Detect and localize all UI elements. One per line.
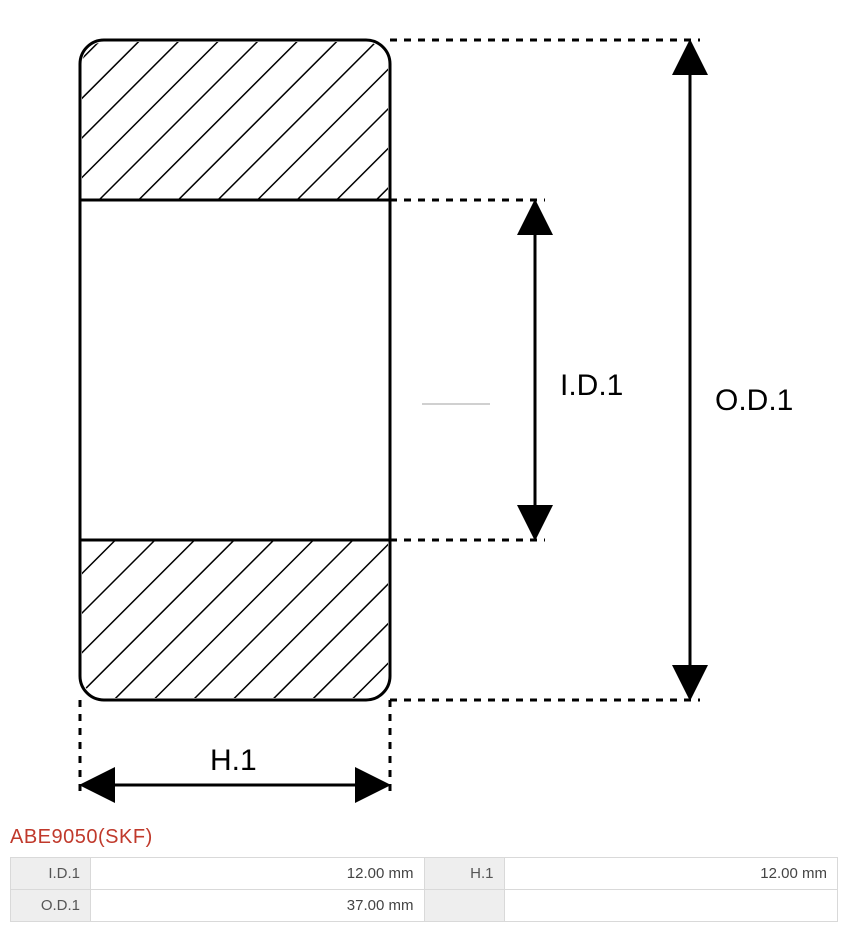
label-id: I.D.1 bbox=[560, 369, 623, 402]
page-root: O.D.1 I.D.1 H.1 ABE9050(SKF) I.D.1 12.00… bbox=[0, 0, 848, 932]
table-row: O.D.1 37.00 mm bbox=[11, 890, 838, 922]
bearing-diagram: O.D.1 I.D.1 H.1 bbox=[10, 0, 838, 820]
cell-value: 12.00 mm bbox=[504, 858, 838, 890]
label-h: H.1 bbox=[210, 744, 257, 777]
label-od: O.D.1 bbox=[715, 384, 793, 417]
table-row: I.D.1 12.00 mm H.1 12.00 mm bbox=[11, 858, 838, 890]
cell-value: 37.00 mm bbox=[91, 890, 425, 922]
spec-table: I.D.1 12.00 mm H.1 12.00 mm O.D.1 37.00 … bbox=[10, 857, 838, 922]
spec-tbody: I.D.1 12.00 mm H.1 12.00 mm O.D.1 37.00 … bbox=[11, 858, 838, 922]
diagram-svg: O.D.1 I.D.1 H.1 bbox=[70, 30, 810, 810]
cell-label: O.D.1 bbox=[11, 890, 91, 922]
hatch-top bbox=[82, 42, 388, 200]
cell-value: 12.00 mm bbox=[91, 858, 425, 890]
cell-label: H.1 bbox=[424, 858, 504, 890]
cell-label: I.D.1 bbox=[11, 858, 91, 890]
part-title: ABE9050(SKF) bbox=[10, 826, 838, 849]
cell-value bbox=[504, 890, 838, 922]
cell-label bbox=[424, 890, 504, 922]
hatch-bottom bbox=[82, 540, 388, 698]
